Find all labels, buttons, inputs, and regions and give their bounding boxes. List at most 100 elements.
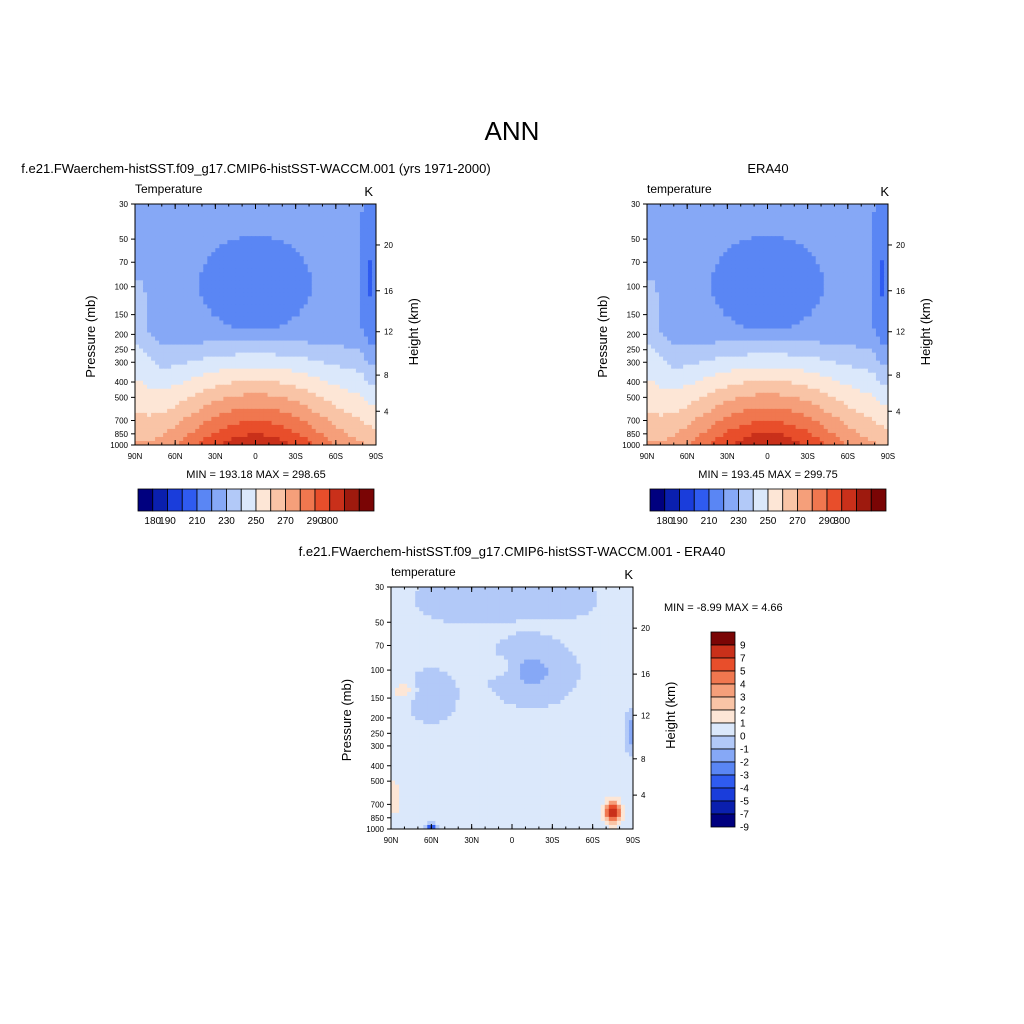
- contour-cell: [699, 236, 704, 241]
- contour-cell: [139, 340, 144, 346]
- contour-cell: [259, 296, 265, 301]
- contour-cell: [163, 284, 168, 289]
- contour-cell: [795, 276, 801, 281]
- contour-cell: [771, 284, 777, 289]
- contour-cell: [771, 236, 777, 241]
- contour-cell: [231, 332, 237, 338]
- contour-cell: [175, 216, 180, 221]
- contour-cell: [263, 356, 269, 362]
- contour-cell: [167, 352, 172, 358]
- contour-cell: [703, 204, 708, 209]
- contour-cell: [371, 252, 376, 257]
- contour-cell: [363, 408, 369, 414]
- contour-cell: [287, 428, 293, 434]
- contour-cell: [747, 256, 753, 261]
- contour-cell: [879, 280, 885, 285]
- contour-cell: [163, 384, 168, 390]
- contour-cell: [715, 284, 720, 289]
- contour-cell: [827, 260, 833, 265]
- contour-cell: [215, 232, 220, 237]
- contour-cell: [183, 440, 188, 445]
- contour-cell: [271, 332, 277, 338]
- contour-cell: [767, 224, 773, 229]
- contour-cell: [679, 252, 684, 257]
- contour-cell: [347, 384, 353, 390]
- contour-cell: [323, 408, 329, 414]
- contour-cell: [323, 252, 329, 257]
- contour-cell: [707, 276, 712, 281]
- contour-cell: [363, 284, 369, 289]
- contour-cell: [675, 256, 680, 261]
- contour-cell: [139, 408, 144, 414]
- contour-cell: [135, 332, 140, 338]
- contour-cell: [135, 352, 140, 358]
- contour-cell: [867, 236, 873, 241]
- contour-cell: [199, 224, 204, 229]
- contour-cell: [303, 436, 309, 442]
- contour-cell: [371, 364, 376, 370]
- contour-cell: [167, 244, 172, 249]
- contour-cell: [303, 236, 309, 241]
- contour-cell: [323, 356, 329, 362]
- contour-cell: [219, 260, 224, 265]
- contour-cell: [315, 336, 321, 342]
- contour-cell: [327, 376, 333, 382]
- contour-cell: [347, 436, 353, 442]
- contour-cell: [339, 268, 345, 273]
- contour-cell: [167, 360, 172, 366]
- contour-cell: [135, 392, 140, 398]
- contour-cell: [355, 356, 361, 362]
- contour-cell: [827, 220, 833, 225]
- contour-cell: [275, 432, 281, 438]
- contour-cell: [791, 272, 797, 277]
- contour-cell: [179, 356, 184, 362]
- contour-cell: [319, 236, 325, 241]
- contour-cell: [183, 396, 188, 402]
- contour-cell: [187, 360, 192, 366]
- contour-cell: [711, 276, 716, 281]
- contour-cell: [303, 324, 309, 330]
- contour-cell: [135, 284, 140, 289]
- contour-cell: [707, 228, 712, 233]
- contour-cell: [791, 216, 797, 221]
- contour-cell: [219, 216, 224, 221]
- contour-cell: [151, 368, 156, 374]
- contour-cell: [147, 344, 152, 350]
- contour-cell: [303, 400, 309, 406]
- contour-cell: [143, 208, 148, 213]
- contour-cell: [755, 256, 761, 261]
- contour-cell: [855, 204, 861, 209]
- contour-cell: [335, 280, 341, 285]
- contour-cell: [251, 300, 257, 306]
- contour-cell: [351, 376, 357, 382]
- contour-cell: [255, 372, 261, 378]
- contour-cell: [331, 324, 337, 330]
- contour-cell: [187, 332, 192, 338]
- contour-cell: [371, 244, 376, 249]
- contour-cell: [235, 312, 241, 318]
- contour-cell: [327, 268, 333, 273]
- contour-cell: [295, 272, 301, 277]
- contour-cell: [347, 420, 353, 426]
- contour-cell: [235, 260, 241, 265]
- contour-cell: [675, 252, 680, 257]
- contour-cell: [143, 332, 148, 338]
- contour-cell: [275, 416, 281, 422]
- contour-cell: [251, 304, 257, 310]
- contour-cell: [199, 364, 204, 370]
- contour-cell: [843, 260, 849, 265]
- contour-cell: [191, 204, 196, 209]
- contour-cell: [183, 400, 188, 406]
- contour-cell: [679, 264, 684, 269]
- contour-cell: [179, 264, 184, 269]
- contour-cell: [363, 388, 369, 394]
- contour-cell: [279, 244, 285, 249]
- contour-cell: [215, 416, 220, 422]
- contour-cell: [187, 320, 192, 326]
- contour-cell: [339, 400, 345, 406]
- contour-cell: [163, 324, 168, 330]
- contour-cell: [243, 408, 249, 414]
- contour-cell: [271, 312, 277, 318]
- contour-cell: [271, 264, 277, 269]
- contour-cell: [247, 236, 253, 241]
